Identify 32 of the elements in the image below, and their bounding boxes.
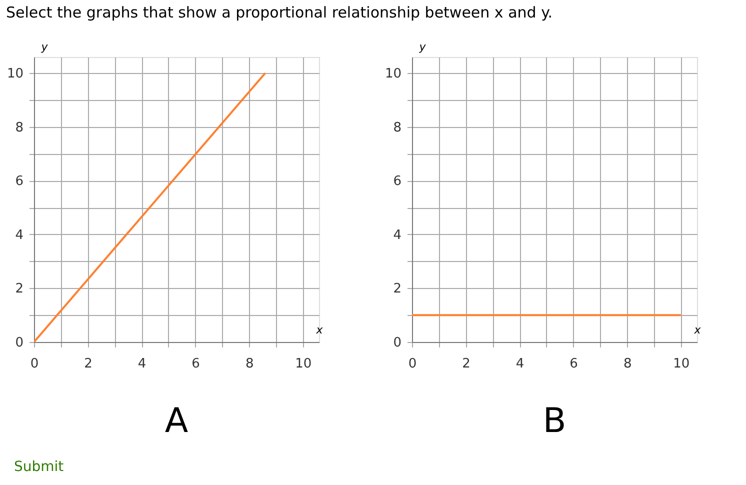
- y-tick-label: 0: [15, 336, 24, 350]
- y-axis-title: y: [40, 40, 48, 54]
- y-tick-label: 2: [15, 282, 24, 297]
- y-tick-label: 2: [393, 282, 402, 297]
- y-tick-label: 8: [15, 120, 24, 136]
- x-tick-label: 6: [192, 356, 200, 372]
- text: B: [542, 401, 566, 441]
- y-axis-title: y: [418, 40, 426, 54]
- x-tick-label: 2: [462, 356, 470, 372]
- x-tick-label: 10: [295, 356, 312, 372]
- x-axis-title: x: [693, 324, 702, 336]
- x-tick-label: 0: [408, 356, 417, 372]
- y-tick-label: 8: [393, 120, 402, 136]
- x-tick-label: 2: [84, 356, 92, 372]
- y-tick-label: 6: [393, 174, 402, 190]
- x-tick-label: 4: [138, 356, 146, 372]
- y-tick-label: 10: [384, 66, 402, 82]
- x-tick-label: 8: [623, 356, 632, 372]
- x-tick-label: 10: [673, 356, 690, 372]
- y-tick-label: 0: [393, 336, 402, 350]
- y-tick-label: 4: [15, 228, 24, 243]
- text: Submit: [14, 459, 64, 475]
- y-tick-label: 4: [393, 228, 402, 243]
- x-tick-label: 6: [570, 356, 578, 372]
- y-tick-label: 6: [15, 174, 24, 190]
- x-tick-label: 4: [516, 356, 524, 372]
- x-axis-title: x: [315, 324, 324, 336]
- x-tick-label: 8: [245, 356, 254, 372]
- x-tick-label: 0: [30, 356, 39, 372]
- y-tick-label: 10: [6, 66, 24, 82]
- text: A: [164, 401, 188, 441]
- chart-title: Select the graphs that show a proportional relationship between x and y.: [6, 4, 553, 22]
